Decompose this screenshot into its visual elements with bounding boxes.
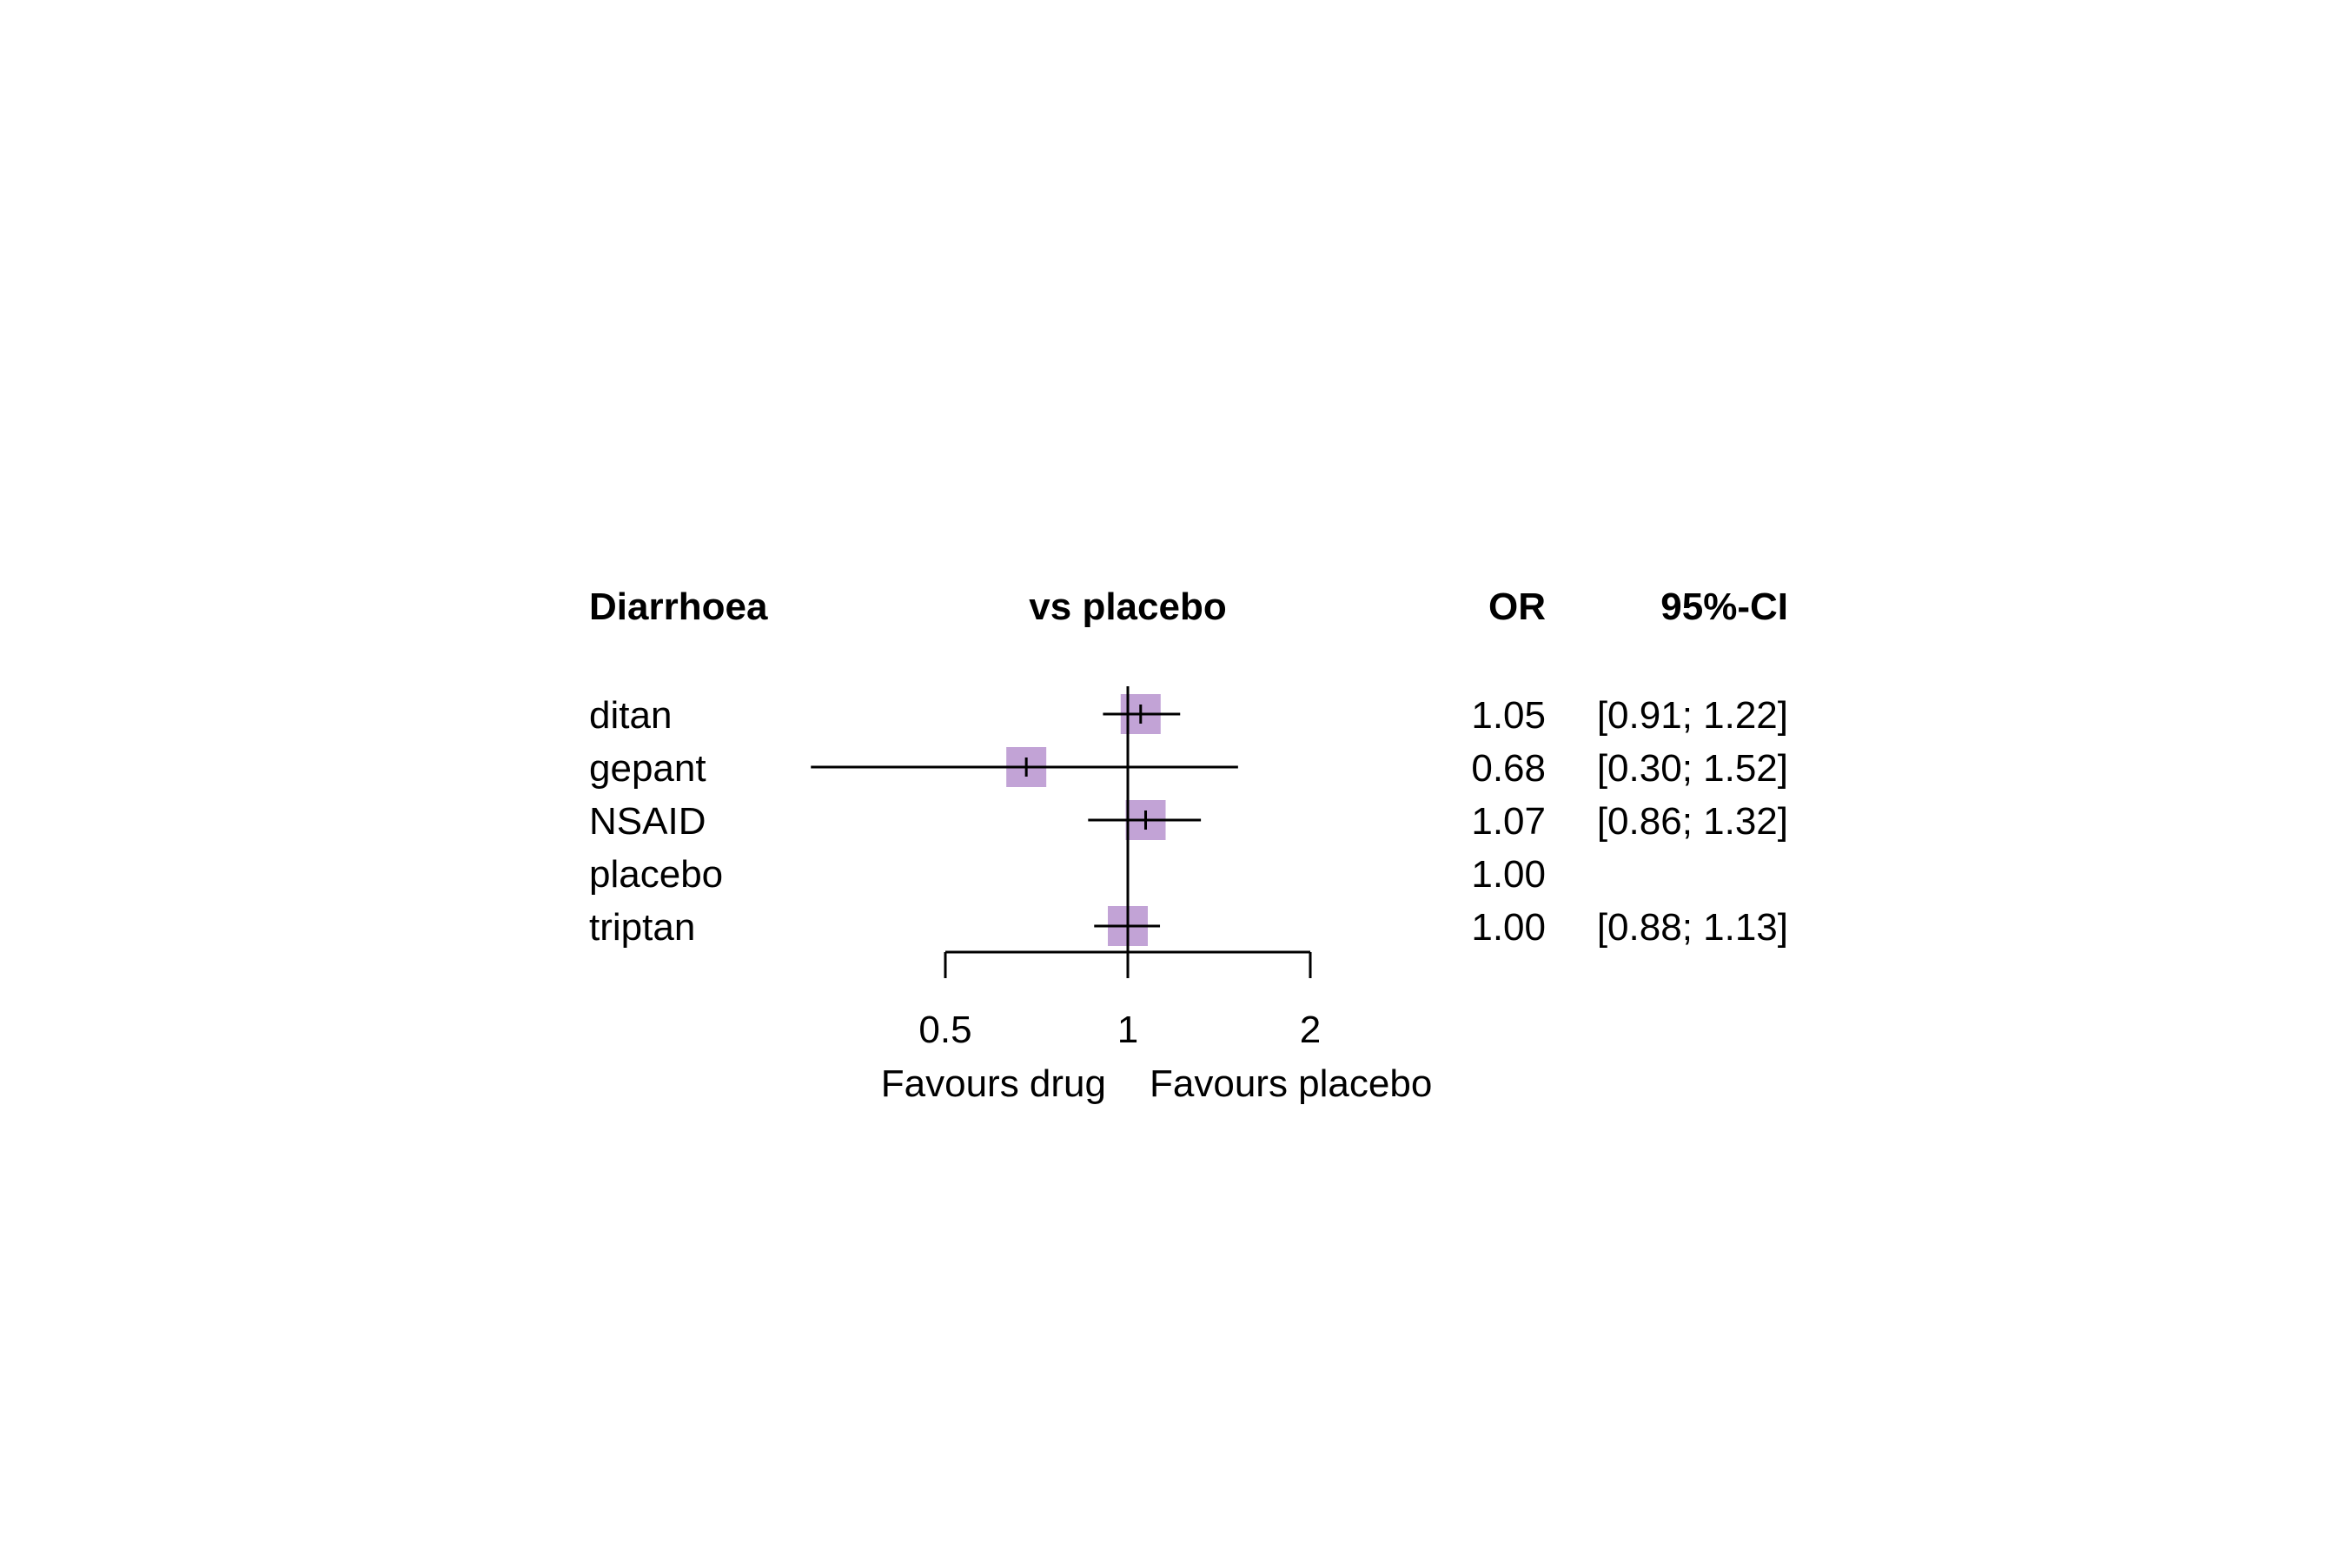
row-triptan: triptan 1.00 [0.88; 1.13]	[589, 906, 1788, 949]
x-axis-tick-label: 0.5	[918, 1009, 971, 1051]
row-ci-value: [0.30; 1.52]	[1597, 747, 1788, 790]
favours-right-label: Favours placebo	[1150, 1062, 1432, 1105]
row-gepant: gepant 0.68 [0.30; 1.52]	[589, 747, 1788, 790]
header-estimate: OR	[1488, 586, 1546, 628]
row-ci-value: [0.91; 1.22]	[1597, 694, 1788, 737]
rows-layer: ditan 1.05 [0.91; 1.22] gepant 0.68 [0.30; 1.…	[589, 694, 1788, 949]
row-or-value: 1.00	[1471, 906, 1546, 949]
row-label: placebo	[589, 853, 723, 896]
row-nsaid: NSAID 1.07 [0.86; 1.32]	[589, 800, 1788, 843]
row-label: triptan	[589, 906, 695, 949]
row-or-value: 1.00	[1471, 853, 1546, 896]
header-comparison: vs placebo	[1029, 586, 1226, 628]
row-placebo: placebo 1.00	[589, 853, 1546, 896]
row-label: gepant	[589, 747, 706, 790]
row-ci-value: [0.86; 1.32]	[1597, 800, 1788, 843]
row-label: ditan	[589, 694, 672, 737]
row-or-value: 0.68	[1471, 747, 1546, 790]
row-label: NSAID	[589, 800, 706, 843]
header-ci: 95%-CI	[1660, 586, 1788, 628]
favours-left-label: Favours drug	[881, 1062, 1106, 1105]
x-axis-tick-label: 2	[1300, 1009, 1321, 1051]
row-or-value: 1.07	[1471, 800, 1546, 843]
row-ditan: ditan 1.05 [0.91; 1.22]	[589, 694, 1788, 737]
row-ci-value: [0.88; 1.13]	[1597, 906, 1788, 949]
x-axis-tick-label: 1	[1117, 1009, 1138, 1051]
row-or-value: 1.05	[1471, 694, 1546, 737]
x-axis: 0.5 1 2	[918, 950, 1321, 1051]
header-study: Diarrhoea	[589, 586, 768, 628]
